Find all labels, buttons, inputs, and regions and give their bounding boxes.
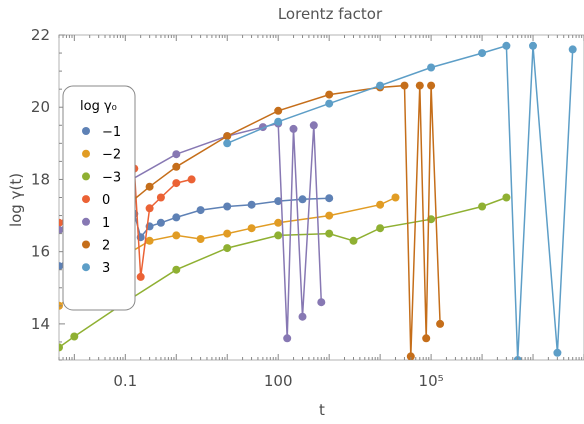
legend-label: 2 [102,239,110,254]
legend-label: −3 [102,170,121,185]
series-point [478,202,487,211]
legend-label: −2 [102,148,121,163]
legend-swatch [82,172,90,181]
series-point [298,312,307,321]
series-point [553,348,562,357]
y-tick-label: 18 [31,170,50,188]
series-point [568,45,577,54]
series-7 [223,41,577,360]
series-point [172,162,181,171]
series-point [274,218,283,227]
legend-swatch [82,217,90,226]
legend-label: −1 [102,125,121,140]
series-point [289,124,298,133]
series-point [317,298,326,307]
series-point [247,224,256,233]
series-point [172,150,181,159]
series-point [325,194,334,203]
series-point [376,224,385,233]
series-point [223,132,232,141]
legend-swatch [82,240,90,249]
series-point [172,231,181,240]
series-point [298,195,307,204]
series-point [283,334,292,343]
series-point [400,81,409,90]
series-point [145,182,154,191]
series-point [325,99,334,108]
legend-items: −1 −2 −3 0 1 2 3 [82,125,121,276]
x-axis-title: t [319,401,325,419]
series-point [406,352,415,360]
series-point [59,262,63,271]
y-tick-label: 16 [31,243,50,261]
legend-label: 0 [102,193,110,208]
legend-label: 3 [102,261,110,276]
series-point [274,197,283,206]
legend-swatch [82,149,90,158]
series-point [172,179,181,188]
series-point [70,332,79,341]
series-point [376,81,385,90]
legend-swatch [82,127,90,135]
series-point [172,213,181,222]
x-tick-label: 100 [264,372,293,390]
series-point [391,193,400,202]
series-point [59,226,63,234]
series-point [427,63,436,72]
series-point [502,193,511,202]
series-point [145,204,154,213]
series-point [247,200,256,209]
series-point [156,193,165,202]
legend: log γ₀ −1 −2 −3 0 1 2 3 [62,85,136,311]
series-point [196,235,205,243]
legend-label: 1 [102,216,110,231]
series-point [422,334,431,343]
series-point [145,236,154,245]
series-point [156,218,165,227]
series-point [478,49,487,58]
chart-title: Lorentz factor [278,5,383,23]
series-point [325,229,334,238]
series-point [196,206,205,215]
legend-swatch [82,263,90,272]
series-point [59,218,63,227]
x-axis-ticks: 0.1 100 10⁵ [58,35,584,390]
x-tick-label: 0.1 [113,372,137,390]
series-point [223,229,232,238]
series-point [172,265,181,274]
series-point [274,117,283,126]
y-axis-ticks: 14 16 18 20 22 [31,26,65,361]
y-tick-label: 20 [31,98,50,116]
series-point [223,202,232,211]
x-tick-label: 10⁵ [419,372,444,390]
series-point [223,244,232,253]
series-point [187,175,196,184]
series-point [325,90,334,99]
series-point [529,41,537,50]
legend-box [62,85,136,311]
y-tick-label: 14 [31,315,50,333]
series-point [325,211,334,220]
series-point [223,139,232,148]
series-point [349,236,358,245]
series-point [427,81,436,90]
series-point [59,343,63,352]
series-point [136,272,145,281]
legend-title: log γ₀ [80,99,117,114]
series-point [274,106,283,115]
series-point [415,81,424,90]
y-axis-title: log γ(t) [7,173,25,227]
y-tick-label: 22 [31,26,50,44]
series-point [436,319,445,328]
legend-swatch [82,195,90,204]
series-point [309,121,318,130]
series-point [274,231,283,240]
series-point [376,200,385,209]
series-point [502,41,511,50]
